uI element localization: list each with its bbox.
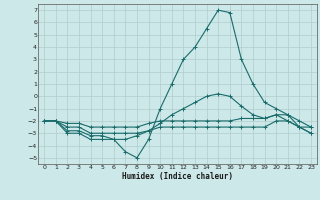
X-axis label: Humidex (Indice chaleur): Humidex (Indice chaleur) bbox=[122, 172, 233, 181]
